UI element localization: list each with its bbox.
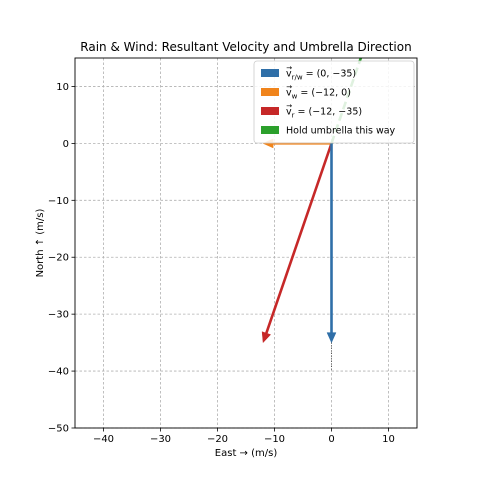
vector-rain-rel-wind [326, 143, 337, 344]
vector-rain [261, 142, 333, 344]
y-tick-label: 0 [63, 139, 69, 150]
x-tick-label: 10 [382, 434, 395, 445]
y-tick-label: −10 [48, 196, 69, 207]
legend-label: vr = (−12, −35) [286, 107, 362, 120]
x-axis-label: East → (m/s) [215, 448, 278, 459]
y-axis-label: North ↑ (m/s) [35, 208, 46, 277]
legend: vr/w = (0, −35)→vw = (−12, 0)→vr = (−12,… [253, 60, 415, 144]
legend-swatch [261, 126, 279, 134]
legend-label: Hold umbrella this way [286, 126, 396, 137]
x-tick-label: 0 [328, 434, 334, 445]
x-tick-label: −10 [264, 434, 285, 445]
x-tick-label: −20 [207, 434, 228, 445]
y-tick-label: −30 [48, 310, 69, 321]
y-tick-label: −40 [48, 367, 69, 378]
y-tick-label: −50 [48, 424, 69, 435]
chart-title: Rain & Wind: Resultant Velocity and Umbr… [80, 40, 411, 54]
legend-item: Hold umbrella this way [261, 126, 396, 137]
legend-label: vw = (−12, 0) [286, 88, 351, 101]
legend-swatch [261, 107, 279, 115]
y-tick-label: −20 [48, 253, 69, 264]
legend-box [253, 60, 415, 144]
plot-frame [74, 57, 418, 429]
legend-swatch [261, 88, 279, 96]
x-tick-label: −40 [93, 434, 114, 445]
legend-label: vr/w = (0, −35) [286, 69, 356, 82]
vector-arrow-accent: → [286, 83, 292, 91]
vector-arrow-accent: → [286, 102, 292, 110]
legend-swatch [261, 69, 279, 77]
legend-item: vw = (−12, 0)→ [261, 83, 351, 101]
legend-item: vr = (−12, −35)→ [261, 102, 362, 120]
vector-layer [261, 58, 363, 372]
legend-item: vr/w = (0, −35)→ [261, 64, 356, 82]
vector-arrow-accent: → [286, 64, 292, 72]
axis-ticks: −40 −30 −20 −10 0 10 −50 −40 −30 −20 −10 0 10 [48, 82, 395, 445]
y-tick-label: 10 [56, 82, 69, 93]
x-tick-label: −30 [150, 434, 171, 445]
